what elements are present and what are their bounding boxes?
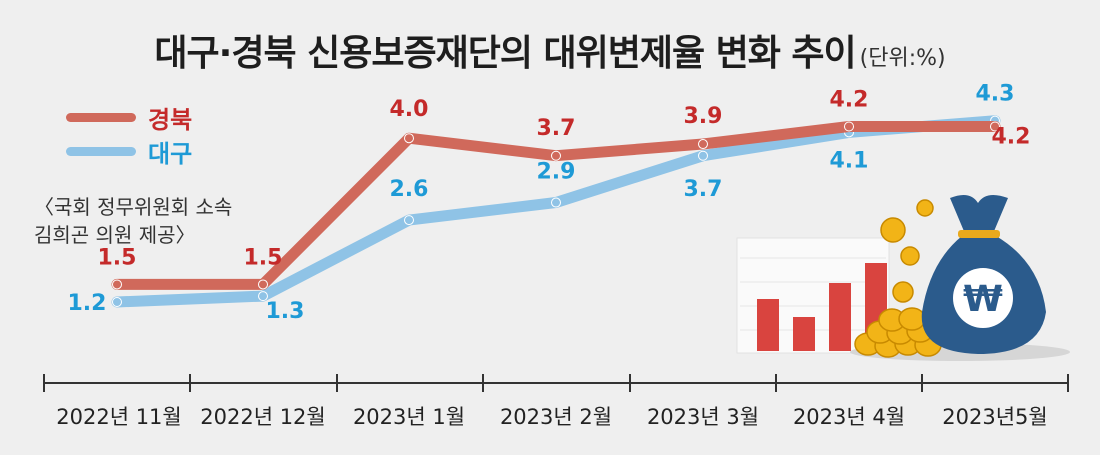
source-line-2: 김희곤 의원 제공〉 [34,223,196,247]
data-point [404,133,414,144]
legend-item-daegu: 대구 [66,134,192,168]
falling-coin-icon [916,199,934,217]
data-point [404,215,414,226]
data-label-daegu: 4.3 [976,82,1015,107]
illustration-bar [829,283,851,351]
data-label-gyeongbuk: 1.5 [244,245,283,270]
legend-swatch-gyeongbuk [66,112,136,122]
data-label-gyeongbuk: 1.5 [98,245,137,270]
data-label-gyeongbuk: 3.9 [684,104,723,129]
won-symbol: ₩ [963,279,1003,320]
data-point [990,121,1000,132]
falling-coin-icon [880,217,906,243]
falling-coin-icon [892,281,914,303]
source-line-1: 〈국회 정무위원회 소속 [34,195,233,219]
coin-icon [898,307,926,331]
data-label-daegu: 2.6 [390,177,429,202]
data-point [551,150,561,161]
data-label-gyeongbuk: 3.7 [537,116,576,141]
data-label-gyeongbuk: 4.2 [992,125,1031,150]
money-bag-top [950,194,1008,236]
data-label-daegu: 1.3 [266,299,305,324]
legend: 경북 대구 [66,100,192,168]
legend-swatch-daegu [66,146,136,156]
data-point [551,197,561,208]
x-tick-label: 2023년 3월 [647,405,759,429]
falling-coin-icon [900,246,920,266]
data-label-gyeongbuk: 4.2 [830,88,869,113]
money-bag-icon: ₩ [921,194,1046,354]
data-point [844,121,854,132]
x-tick-label: 2022년 12월 [200,405,325,429]
data-point [258,279,268,290]
illustration-bar [757,299,779,351]
unit-label: (단위:%) [859,46,946,71]
series-lines [111,115,1001,308]
x-tick-label: 2023년 2월 [500,405,612,429]
x-axis: 2022년 11월 2022년 12월 2023년 1월 2023년 2월 2023년 … [43,374,1069,429]
legend-label-gyeongbuk: 경북 [148,105,193,134]
won-coin-badge [953,268,1013,328]
data-label-daegu: 1.2 [68,291,107,316]
chart-title-block: 대구·경북 신용보증재단의 대위변제율 변화 추이 (단위:%) [0,24,1100,76]
data-point [112,279,122,290]
data-label-daegu: 2.9 [537,160,576,185]
x-tick-label: 2023년5월 [942,405,1047,429]
data-point [698,139,708,150]
legend-label-daegu: 대구 [148,139,193,168]
data-label-daegu: 4.1 [830,148,869,173]
data-point [258,291,268,302]
source-note: 〈국회 정무위원회 소속 김희곤 의원 제공〉 [34,193,232,249]
chart-title: 대구·경북 신용보증재단의 대위변제율 변화 추이 [154,33,856,74]
data-point [698,150,708,161]
legend-item-gyeongbuk: 경북 [66,100,192,134]
x-tick-label: 2022년 11월 [56,405,181,429]
data-labels: 1.5 1.5 4.0 3.7 3.9 4.2 4.2 1.2 1.3 2.6 2.9 3.7 4.1 4… [68,82,1031,324]
money-bag-tie [958,230,1000,238]
illustration-bar [793,317,815,351]
data-label-daegu: 3.7 [684,177,723,202]
x-tick-label: 2023년 1월 [353,405,465,429]
data-label-gyeongbuk: 4.0 [390,97,429,122]
x-tick-label: 2023년 4월 [793,405,905,429]
data-point [112,297,122,307]
decoration-illustration: ₩ [736,194,1070,361]
